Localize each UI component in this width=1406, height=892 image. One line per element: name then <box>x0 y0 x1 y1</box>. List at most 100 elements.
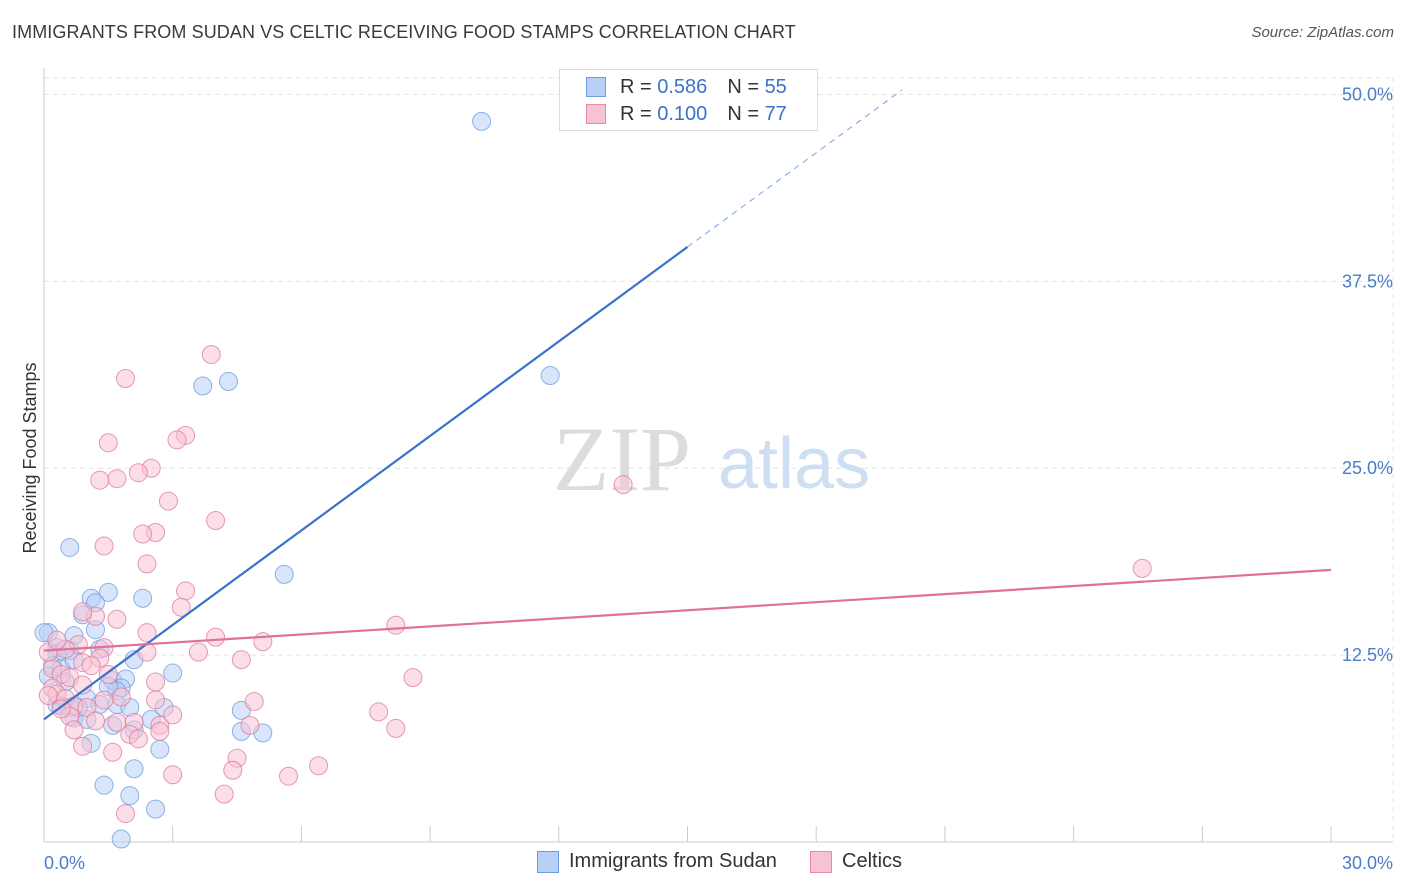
point-celtics-29 <box>188 642 208 662</box>
point-sudan-49 <box>111 829 131 849</box>
point-celtics-57 <box>386 718 406 738</box>
point-celtics-14 <box>94 536 114 556</box>
point-celtics-64 <box>309 756 329 776</box>
legend-swatch-celtics <box>586 104 606 124</box>
watermark-atlas: atlas <box>718 424 870 504</box>
point-celtics-56 <box>240 715 260 735</box>
point-celtics-10 <box>158 491 178 511</box>
point-celtics-44 <box>94 690 114 710</box>
point-celtics-67 <box>279 766 299 786</box>
point-celtics-11 <box>206 511 226 531</box>
point-celtics-19 <box>171 597 191 617</box>
point-celtics-17 <box>176 581 196 601</box>
point-celtics-21 <box>73 602 93 622</box>
y-tick-label-1: 25.0% <box>1342 458 1393 478</box>
y-tick-label-0: 12.5% <box>1342 645 1393 665</box>
x-tick-label-1: 30.0% <box>1342 853 1393 873</box>
source-label: Source: ZipAtlas.com <box>1251 24 1394 41</box>
point-sudan-4 <box>274 564 294 584</box>
point-celtics-49 <box>77 697 97 717</box>
trend-line-sudan-extension <box>687 89 903 248</box>
point-celtics-23 <box>137 623 157 643</box>
point-sudan-44 <box>150 739 170 759</box>
x-tick-label-0: 0.0% <box>44 853 85 873</box>
point-sudan-3 <box>193 376 213 396</box>
point-sudan-0 <box>472 111 492 131</box>
point-celtics-20 <box>107 609 127 629</box>
point-celtics-39 <box>146 672 166 692</box>
trend-lines <box>43 89 1332 721</box>
point-celtics-13 <box>133 524 153 544</box>
point-celtics-66 <box>163 765 183 785</box>
legend-row-sudan: R = 0.586 N = 55 <box>586 74 787 100</box>
legend-swatch-sudan <box>586 77 606 97</box>
legend-r-value-sudan: 0.586 <box>657 75 708 98</box>
legend-n-value-sudan: 55 <box>764 75 787 98</box>
point-sudan-7 <box>133 588 153 608</box>
bottom-legend-label-celtics: Celtics <box>842 850 903 872</box>
watermark: ZIP atlas <box>553 408 870 510</box>
point-celtics-3 <box>167 430 187 450</box>
point-celtics-47 <box>38 685 58 705</box>
point-sudan-46 <box>94 775 114 795</box>
bottom-legend-swatch-sudan <box>537 850 559 873</box>
data-points <box>34 111 1152 849</box>
point-sudan-22 <box>163 663 183 683</box>
legend-r-value-celtics: 0.100 <box>657 102 708 125</box>
point-celtics-43 <box>111 687 131 707</box>
legend-n-label: N = <box>727 75 759 98</box>
point-celtics-16 <box>1132 558 1152 578</box>
tick-labels: 12.5% 25.0% 37.5% 50.0% 0.0% 30.0% <box>44 84 1393 873</box>
point-celtics-58 <box>64 720 84 740</box>
axes <box>43 68 1393 843</box>
point-celtics-4 <box>98 433 118 453</box>
point-celtics-1 <box>116 369 136 389</box>
chart-title: IMMIGRANTS FROM SUDAN VS CELTIC RECEIVIN… <box>12 22 796 42</box>
point-celtics-9 <box>613 475 633 495</box>
y-axis-label: Receiving Food Stamps <box>20 362 40 553</box>
point-celtics-8 <box>90 470 110 490</box>
point-sudan-6 <box>98 582 118 602</box>
point-celtics-45 <box>146 690 166 710</box>
point-celtics-74 <box>163 705 183 725</box>
point-celtics-60 <box>150 721 170 741</box>
legend: R = 0.586 N = 55 R = 0.100 N = 77 <box>559 69 818 131</box>
y-tick-label-2: 37.5% <box>1342 271 1393 291</box>
point-sudan-45 <box>124 759 144 779</box>
point-celtics-69 <box>116 804 136 824</box>
bottom-legend-celtics: Celtics <box>810 850 902 873</box>
point-celtics-7 <box>107 469 127 489</box>
point-celtics-6 <box>128 463 148 483</box>
point-celtics-46 <box>244 691 264 711</box>
point-celtics-25 <box>253 632 273 652</box>
point-celtics-71 <box>47 630 67 650</box>
point-sudan-5 <box>60 537 80 557</box>
watermark-zip: ZIP <box>553 408 691 510</box>
point-celtics-15 <box>137 554 157 574</box>
point-celtics-28 <box>137 642 157 662</box>
point-celtics-52 <box>85 711 105 731</box>
bottom-legend-sudan: Immigrants from Sudan <box>537 850 777 873</box>
bottom-legend-swatch-celtics <box>810 850 832 873</box>
point-celtics-62 <box>73 736 93 756</box>
point-celtics-65 <box>223 760 243 780</box>
legend-r-label: R = <box>620 75 652 98</box>
point-celtics-50 <box>369 702 389 722</box>
trend-line-sudan <box>43 246 689 721</box>
point-sudan-47 <box>120 786 140 806</box>
point-celtics-0 <box>201 345 221 365</box>
point-sudan-48 <box>146 799 166 819</box>
trend-line-celtics <box>43 568 1332 652</box>
grid-lines <box>44 77 1394 842</box>
point-celtics-37 <box>403 668 423 688</box>
point-celtics-68 <box>214 784 234 804</box>
legend-row-celtics: R = 0.100 N = 77 <box>586 101 787 127</box>
legend-r-label: R = <box>620 102 652 125</box>
point-celtics-75 <box>103 742 123 762</box>
bottom-legend-label-sudan: Immigrants from Sudan <box>569 850 777 872</box>
point-celtics-22 <box>386 615 406 635</box>
point-celtics-30 <box>231 650 251 670</box>
point-sudan-1 <box>540 366 560 386</box>
point-celtics-24 <box>206 627 226 647</box>
